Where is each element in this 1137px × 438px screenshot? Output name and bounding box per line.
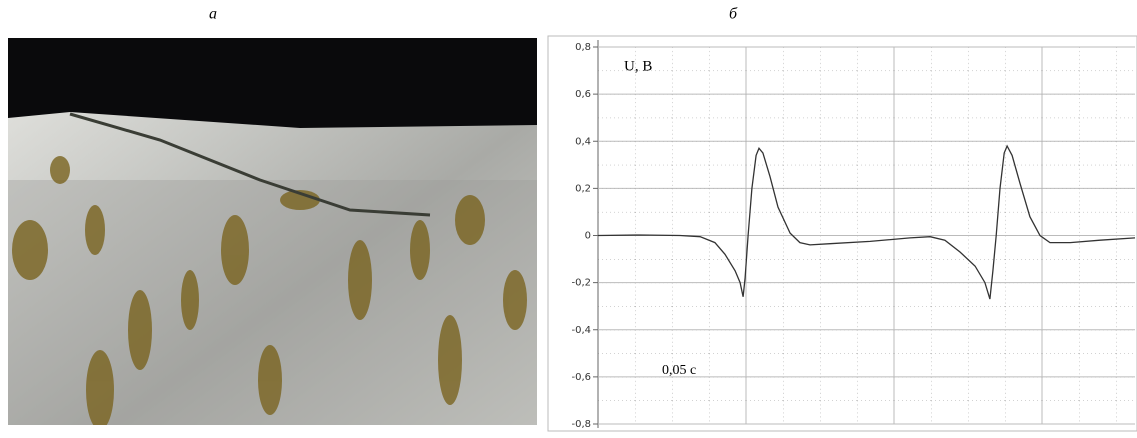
y-tick-label: 0 (585, 231, 591, 242)
y-tick-label: 0,6 (575, 89, 591, 100)
y-tick-label: 0,8 (575, 42, 591, 53)
y-tick-label: -0,8 (571, 419, 591, 430)
y-tick-label: -0,2 (571, 278, 591, 289)
y-tick-label: 0,4 (575, 136, 591, 147)
panel-label: б (729, 6, 738, 23)
y-tick-label: -0,6 (571, 372, 591, 383)
panel-label: а (209, 6, 217, 23)
y-axis-label: U, В (624, 58, 652, 74)
line (597, 144, 1136, 300)
y-tick-label: 0,2 (575, 183, 591, 194)
annotation: 0,05 с (662, 363, 696, 378)
y-tick-label: -0,4 (571, 325, 591, 336)
photo (8, 38, 537, 425)
